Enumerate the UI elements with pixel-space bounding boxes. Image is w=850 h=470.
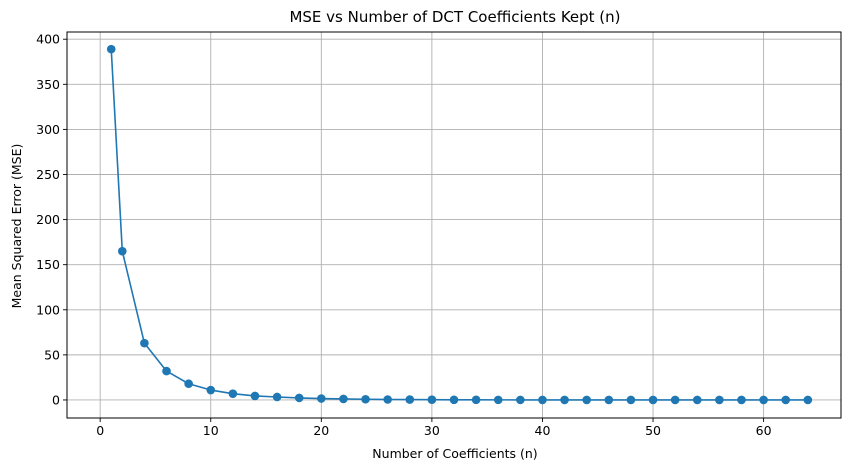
data-point [294, 393, 304, 403]
data-point [383, 395, 392, 404]
data-point [737, 395, 746, 405]
data-point [206, 385, 216, 395]
data-point [106, 44, 116, 54]
data-point [626, 395, 636, 405]
data-point [405, 395, 415, 404]
data-point [560, 395, 569, 405]
x-tick-label: 10 [203, 423, 219, 438]
y-tick-label: 150 [36, 257, 60, 272]
grid-lines [67, 32, 841, 418]
data-point [117, 246, 127, 256]
data-point [692, 395, 702, 405]
data-point [361, 394, 370, 404]
y-tick-label: 100 [36, 302, 60, 317]
x-tick-label: 0 [96, 423, 104, 438]
x-tick-label: 30 [424, 423, 440, 438]
y-axis-label: Mean Squared Error (MSE) [9, 144, 24, 309]
y-tick-label: 400 [36, 32, 60, 47]
data-point [538, 395, 547, 405]
data-point [715, 395, 724, 405]
chart-title: MSE vs Number of DCT Coefficients Kept (… [289, 8, 620, 26]
y-tick-label: 350 [36, 77, 60, 92]
x-tick-label: 20 [313, 423, 329, 438]
data-point [228, 389, 238, 398]
data-point [493, 395, 503, 405]
data-point [781, 395, 791, 405]
data-point [272, 392, 282, 402]
data-point [582, 395, 591, 405]
data-point [317, 394, 326, 403]
x-tick-label: 40 [535, 423, 551, 438]
data-point [162, 366, 171, 376]
data-series [106, 44, 813, 405]
data-point [427, 395, 437, 404]
data-point [759, 395, 768, 405]
x-tick-label: 60 [756, 423, 772, 438]
data-point [250, 391, 260, 401]
y-tick-label: 300 [36, 122, 60, 137]
data-point [803, 395, 813, 405]
data-point [516, 395, 525, 405]
y-tick-label: 50 [44, 347, 60, 362]
plot-frame [66, 31, 842, 419]
data-point [648, 395, 658, 405]
y-tick-label: 250 [36, 167, 60, 182]
data-point [670, 395, 680, 405]
data-point [140, 338, 149, 348]
x-axis-label: Number of Coefficients (n) [372, 446, 537, 461]
data-point [184, 379, 193, 389]
data-point [339, 394, 348, 404]
axis-ticks: 0 10 20 30 40 50 60 0 50 100 150 200 250 300 350 400 [36, 32, 771, 438]
data-point [471, 395, 481, 405]
y-tick-label: 200 [36, 212, 60, 227]
y-tick-label: 0 [52, 392, 60, 407]
x-tick-label: 50 [645, 423, 661, 438]
data-point [449, 395, 459, 405]
data-point [604, 395, 614, 405]
